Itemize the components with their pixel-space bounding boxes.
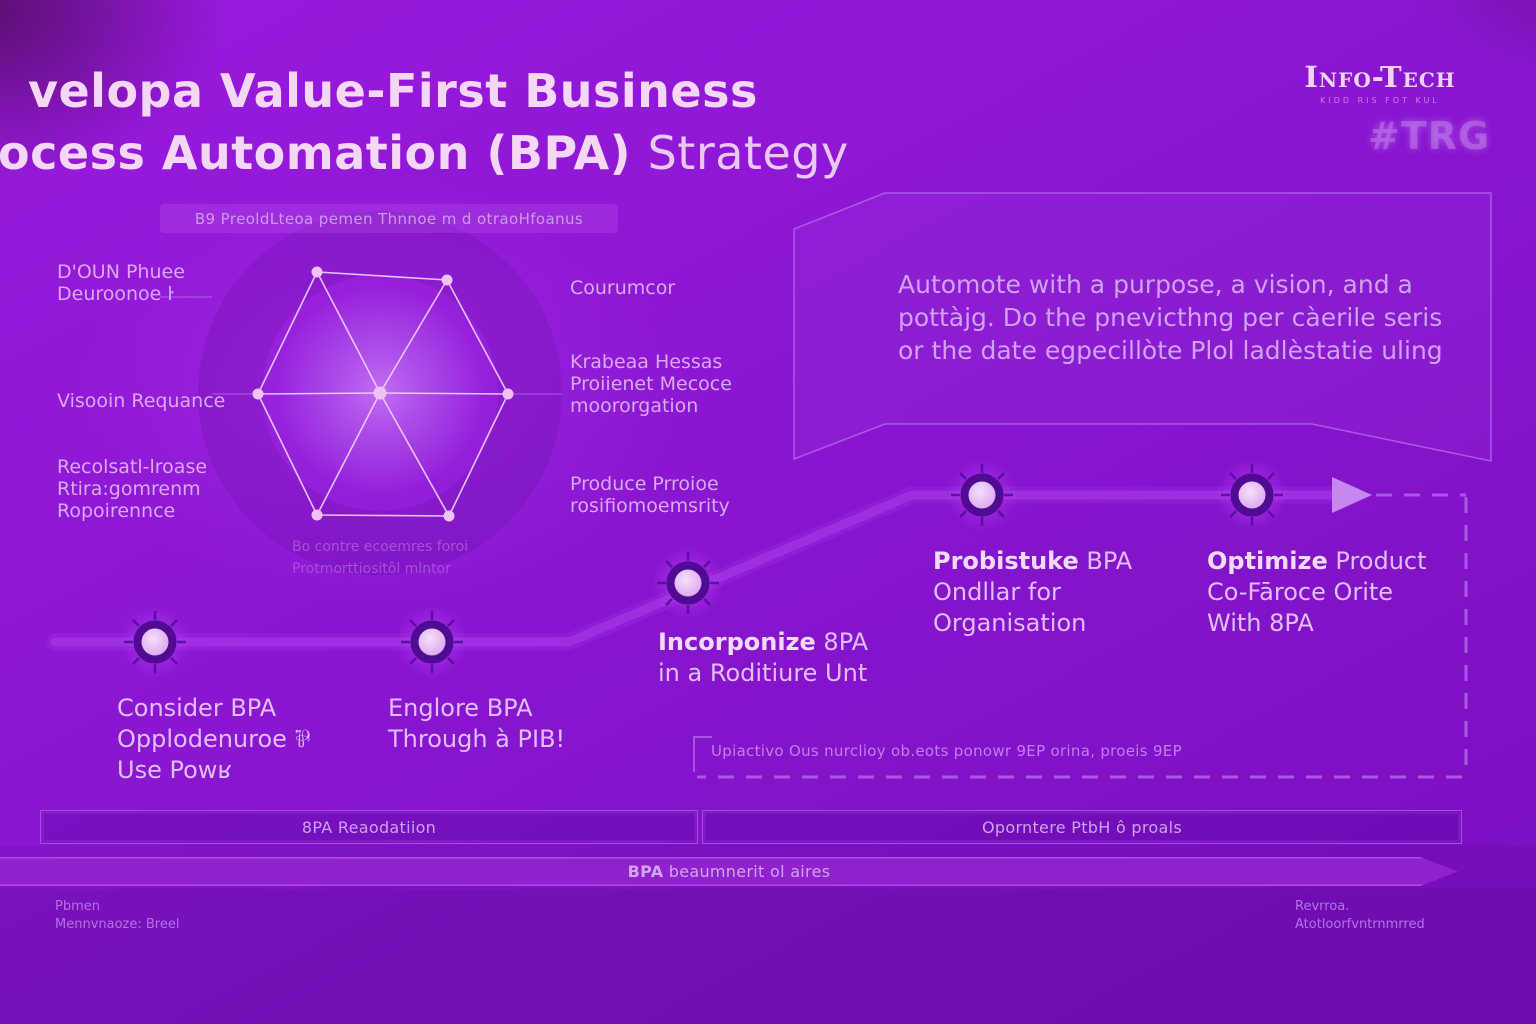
milestone-node-4: [946, 459, 1018, 531]
milestone-label-3: Incorponize 8PA in a Roditiure Unt: [658, 627, 868, 689]
milestone-label-5: Optimize Product Co-Fāroce Orite With 8PA: [1207, 546, 1427, 639]
milestone-2-more: Through à PIB!: [388, 725, 566, 753]
milestone-node-1: [119, 606, 191, 678]
dashed-note-text: Upiactivo Ous nurclioy ob.eots ponowr 9E…: [711, 742, 1182, 760]
milestone-node-5: [1216, 459, 1288, 531]
bottom-shade-band-2: [0, 889, 1536, 1024]
phase-bar-readiness: 8PA Reaodatiion: [40, 810, 698, 844]
milestone-5-bold: Optimize: [1207, 547, 1328, 575]
footer-note-left: Pbmen Mennvnaoze: Breel: [55, 899, 180, 932]
page-title-line1: velopa Value-First Business: [28, 64, 758, 118]
milestone-2-rest: Englore BPA: [388, 694, 533, 722]
subtitle-text: B9 PreoldLteoa pemen Thnnoe m d otraoHfo…: [194, 209, 584, 228]
bpa-arrow-bar-label: BPA beaumnerit ol aires: [628, 862, 831, 881]
milestone-node-3: [652, 547, 724, 619]
infotech-logo: Info-Tech: [1304, 60, 1456, 94]
hexagon-caption: Bo contre ecoemres foroi Protmorttiositô…: [292, 539, 469, 577]
callout-text: Automote with a purpose, a vision, and a…: [898, 270, 1443, 365]
subtitle-band: B9 PreoldLteoa pemen Thnnoe m d otraoHfo…: [160, 204, 618, 233]
milestone-label-4: Probistuke BPA Ondllar for Organisation: [933, 546, 1132, 639]
phase-bar-optimize: Oporntere PtbH ô proals: [702, 810, 1462, 844]
milestone-label-1: Consider BPA Opplodenuroe ⅌ Use Powʁ: [117, 693, 310, 786]
hex-label-consumer: Courumcor: [570, 277, 676, 299]
hex-label-produce: Produce Prroioe rosifiomoemsrity: [570, 473, 730, 517]
phase-bar-optimize-label: Oporntere PtbH ô proals: [982, 817, 1182, 837]
bpa-arrow-bar-rest: beaumnerit ol aires: [663, 862, 831, 881]
dashed-route: [697, 493, 1468, 779]
phase-bar-readiness-label: 8PA Reaodatiion: [301, 817, 437, 837]
hex-label-phase: D'OUN Phuee Deuroonoe ŀ: [57, 261, 185, 305]
note-corner-bracket: [693, 736, 712, 772]
page-title-line2-light: Strategy: [647, 126, 849, 180]
bpa-arrow-bar-bold: BPA: [627, 862, 664, 881]
milestone-3-rest: 8PA: [815, 628, 869, 656]
hex-label-resources: Recolsatl-lroase Rtira:gomrenm Ropoirenn…: [57, 456, 208, 522]
milestone-1-more: Opplodenuroe ⅌ Use Powʁ: [117, 725, 311, 784]
trg-hashtag: #TRG: [1368, 114, 1491, 158]
arrow-head: [1332, 477, 1372, 513]
footer-note-right: Revrroa. Atotloorfvntrnmrred: [1295, 899, 1425, 932]
page-title-line2: ocess Automation (BPA) Strategy: [0, 126, 849, 180]
page-title-line2-bold: ocess Automation (BPA): [0, 126, 648, 180]
callout-bubble-border: [793, 192, 1492, 462]
bpa-arrow-bar: BPA beaumnerit ol aires: [0, 857, 1458, 886]
milestone-1-rest: Consider BPA: [117, 694, 277, 722]
hexagon-diagram: [160, 211, 562, 575]
milestone-node-2: [396, 606, 468, 678]
milestone-4-more: Ondllar for Organisation: [933, 578, 1087, 637]
milestone-5-more: Co-Fāroce Orite With 8PA: [1207, 578, 1394, 637]
hex-label-process: Krabeaa Hessas Proiienet Mecoce moororga…: [570, 351, 732, 417]
milestone-4-rest: BPA: [1078, 547, 1133, 575]
infotech-logo-tagline: KIDD RIS FOT KUL: [1320, 96, 1440, 105]
milestone-4-bold: Probistuke: [933, 547, 1079, 575]
milestone-3-bold: Incorponize: [658, 628, 816, 656]
milestone-label-2: Englore BPA Through à PIB!: [388, 693, 565, 755]
milestone-3-more: in a Roditiure Unt: [658, 659, 868, 687]
timeline-path: [46, 477, 1468, 779]
hex-label-vision: Visooin Requance: [57, 390, 226, 412]
milestone-5-rest: Product: [1327, 547, 1427, 575]
